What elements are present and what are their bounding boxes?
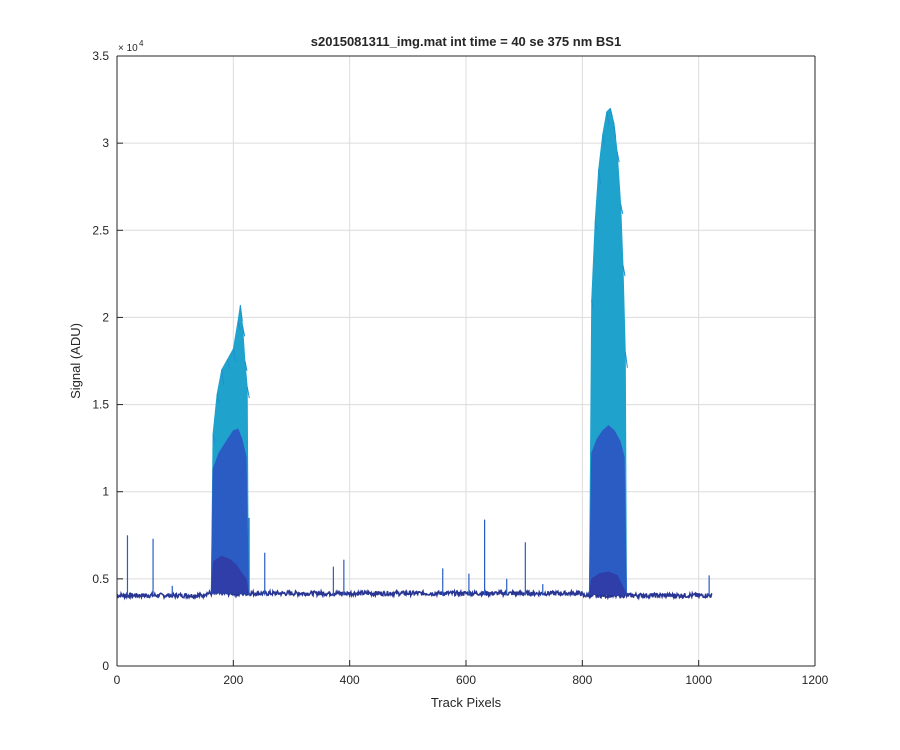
x-tick-label: 200 [223, 673, 243, 687]
y-tick-label: 2.5 [92, 223, 109, 237]
y-axis-label: Signal (ADU) [68, 323, 83, 399]
x-tick-label: 800 [572, 673, 592, 687]
axes: 0 200 400 600 800 1000 1200 0 0.5 1 1.5 2 2.5 3 3.5 [92, 49, 828, 687]
y-tick-label: 1.5 [92, 398, 109, 412]
band-left-layer-3 [210, 555, 249, 594]
chart-title: s2015081311_img.mat int time = 40 se 375… [311, 34, 621, 49]
y-tick-label: 0 [102, 659, 109, 673]
y-tick-label: 3 [102, 136, 109, 150]
band-left-texture [212, 305, 250, 444]
svg-text:× 10: × 10 [118, 43, 138, 54]
x-tick-label: 600 [456, 673, 476, 687]
y-tick-label: 1 [102, 485, 109, 499]
x-tick-label: 0 [114, 673, 121, 687]
x-tick-label: 1000 [685, 673, 712, 687]
y-exponent-label: × 10 4 [118, 39, 144, 54]
x-tick-label: 1200 [802, 673, 829, 687]
y-tick-label: 2 [102, 310, 109, 324]
band-left-layer-2 [210, 428, 249, 594]
x-tick-label: 400 [340, 673, 360, 687]
x-axis-label: Track Pixels [431, 695, 502, 710]
band-right-layer-3 [588, 571, 627, 595]
band-right-layer-2 [588, 425, 627, 595]
y-tick-label: 3.5 [92, 49, 109, 63]
svg-text:4: 4 [139, 39, 144, 48]
y-tick-label: 0.5 [92, 572, 109, 586]
plot-area [116, 107, 713, 601]
band-right-texture [591, 108, 628, 368]
